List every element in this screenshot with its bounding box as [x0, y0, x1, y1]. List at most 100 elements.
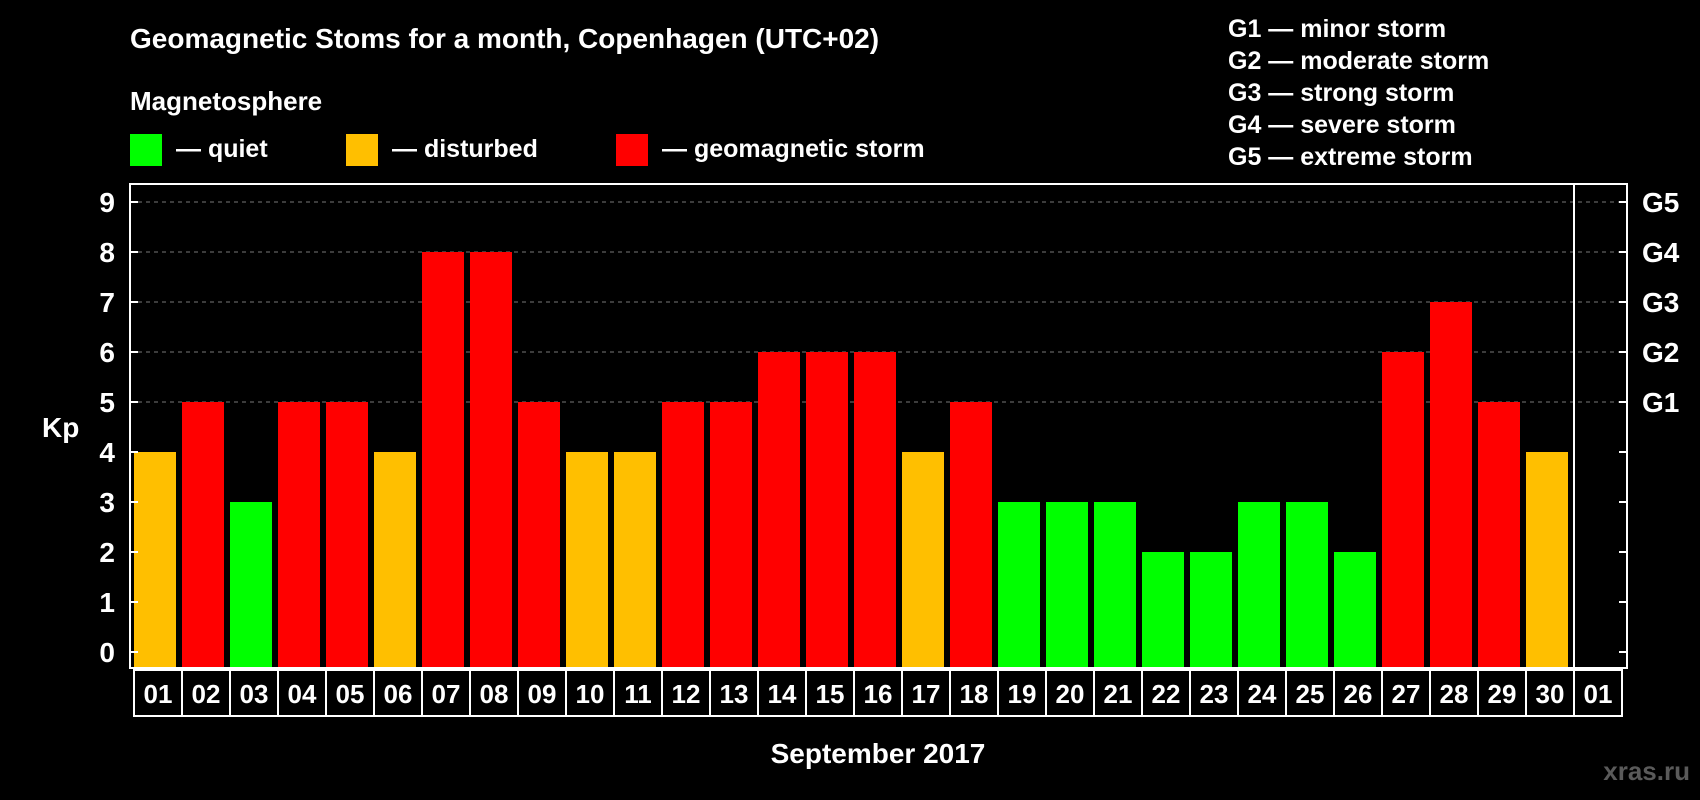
day-label-8: 08 — [480, 679, 509, 709]
storm-scale-item-3: G3 — strong storm — [1228, 79, 1454, 107]
y-tick-label-9: 9 — [99, 187, 115, 218]
g-label-G4: G4 — [1642, 237, 1680, 268]
g-scale-ticks: G1 G2 G3 G4 G5 — [1619, 187, 1680, 653]
day-label-15: 15 — [816, 679, 845, 709]
grid-lines — [130, 201, 1627, 403]
legend: — quiet — disturbed — geomagnetic storm — [130, 134, 925, 166]
day-label-24: 24 — [1248, 679, 1277, 709]
y-tick-label-7: 7 — [99, 287, 115, 318]
day-label-16: 16 — [864, 679, 893, 709]
storm-scale-legend: G1 — minor storm G2 — moderate storm G3 — … — [1228, 15, 1489, 171]
bar-26 — [1334, 552, 1376, 667]
bar-4 — [278, 402, 320, 667]
day-label-13: 13 — [720, 679, 749, 709]
day-label-12: 12 — [672, 679, 701, 709]
legend-label-1: — disturbed — [392, 135, 538, 163]
bar-15 — [806, 352, 848, 667]
bar-19 — [998, 502, 1040, 667]
bar-10 — [566, 452, 608, 667]
bars — [134, 252, 1568, 667]
bar-12 — [662, 402, 704, 667]
day-label-9: 09 — [528, 679, 557, 709]
bar-30 — [1526, 452, 1568, 667]
legend-label-2: — geomagnetic storm — [662, 135, 925, 163]
day-label-20: 20 — [1056, 679, 1085, 709]
y-tick-label-8: 8 — [99, 237, 115, 268]
day-label-1: 01 — [144, 679, 173, 709]
legend-swatch-2 — [616, 134, 648, 166]
y-tick-label-5: 5 — [99, 387, 115, 418]
bar-9 — [518, 402, 560, 667]
day-label-3: 03 — [240, 679, 269, 709]
day-label-19: 19 — [1008, 679, 1037, 709]
x-axis-label: September 2017 — [771, 738, 986, 769]
legend-label-0: — quiet — [176, 135, 268, 163]
day-label-25: 25 — [1296, 679, 1325, 709]
storm-scale-item-1: G1 — minor storm — [1228, 15, 1446, 43]
g-label-G3: G3 — [1642, 287, 1679, 318]
bar-14 — [758, 352, 800, 667]
storm-scale-item-2: G2 — moderate storm — [1228, 47, 1489, 75]
legend-swatch-1 — [346, 134, 378, 166]
day-label-27: 27 — [1392, 679, 1421, 709]
day-label-10: 10 — [576, 679, 605, 709]
chart-title: Geomagnetic Stoms for a month, Copenhage… — [130, 23, 879, 54]
y-tick-label-0: 0 — [99, 637, 115, 668]
day-label-7: 07 — [432, 679, 461, 709]
bar-21 — [1094, 502, 1136, 667]
day-label-5: 05 — [336, 679, 365, 709]
legend-swatch-0 — [130, 134, 162, 166]
bar-11 — [614, 452, 656, 667]
watermark: xras.ru — [1603, 756, 1690, 786]
day-label-14: 14 — [768, 679, 797, 709]
bar-29 — [1478, 402, 1520, 667]
day-label-31: 01 — [1584, 679, 1613, 709]
day-label-6: 06 — [384, 679, 413, 709]
bar-13 — [710, 402, 752, 667]
y-axis-label: Kp — [42, 412, 79, 443]
bar-17 — [902, 452, 944, 667]
bar-27 — [1382, 352, 1424, 667]
bar-28 — [1430, 302, 1472, 667]
day-label-21: 21 — [1104, 679, 1133, 709]
bar-20 — [1046, 502, 1088, 667]
bar-25 — [1286, 502, 1328, 667]
bar-8 — [470, 252, 512, 667]
y-tick-label-6: 6 — [99, 337, 115, 368]
day-label-4: 04 — [288, 679, 317, 709]
day-labels: 01 02 03 04 05 06 07 08 09 10 11 12 13 14 15 16 17 18 19 20… — [133, 669, 1623, 717]
bar-16 — [854, 352, 896, 667]
bar-22 — [1142, 552, 1184, 667]
day-label-23: 23 — [1200, 679, 1229, 709]
bar-1 — [134, 452, 176, 667]
bar-2 — [182, 402, 224, 667]
plot-frame — [129, 183, 1628, 669]
day-label-22: 22 — [1152, 679, 1181, 709]
storm-scale-item-4: G4 — severe storm — [1228, 111, 1456, 139]
bar-24 — [1238, 502, 1280, 667]
legend-title: Magnetosphere — [130, 86, 322, 116]
bar-6 — [374, 452, 416, 667]
storm-scale-item-5: G5 — extreme storm — [1228, 143, 1473, 171]
day-label-2: 02 — [192, 679, 221, 709]
bar-3 — [230, 502, 272, 667]
day-label-29: 29 — [1488, 679, 1517, 709]
day-label-28: 28 — [1440, 679, 1469, 709]
day-label-17: 17 — [912, 679, 941, 709]
bar-5 — [326, 402, 368, 667]
day-cell-31 — [1573, 669, 1623, 717]
day-label-18: 18 — [960, 679, 989, 709]
day-label-11: 11 — [624, 679, 652, 709]
g-label-G1: G1 — [1642, 387, 1679, 418]
y-tick-label-3: 3 — [99, 487, 115, 518]
g-label-G2: G2 — [1642, 337, 1679, 368]
day-label-26: 26 — [1344, 679, 1373, 709]
bar-7 — [422, 252, 464, 667]
y-tick-label-1: 1 — [99, 587, 115, 618]
y-tick-label-2: 2 — [99, 537, 115, 568]
bar-23 — [1190, 552, 1232, 667]
bar-18 — [950, 402, 992, 667]
y-tick-label-4: 4 — [99, 437, 115, 468]
y-axis-ticks: 0 1 2 3 4 5 6 7 8 9 — [99, 187, 138, 668]
